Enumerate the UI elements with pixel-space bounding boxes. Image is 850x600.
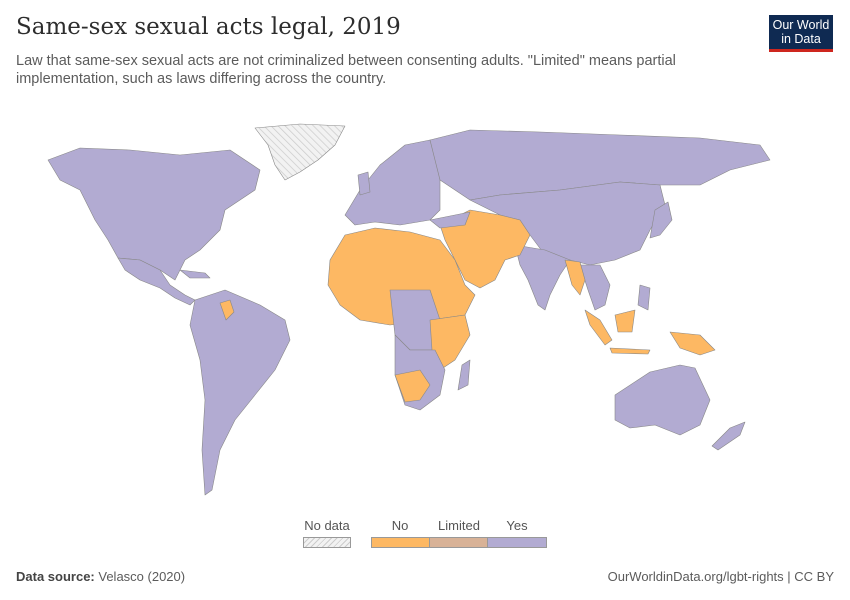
owid-logo[interactable]: Our World in Data	[769, 15, 833, 52]
world-map[interactable]	[0, 110, 850, 510]
region-png[interactable]	[669, 331, 716, 356]
legend-label-yes: Yes	[506, 518, 528, 533]
data-source: Data source: Velasco (2020)	[16, 569, 185, 584]
region-myanmar[interactable]	[564, 259, 586, 296]
source-label: Data source:	[16, 569, 95, 584]
legend-swatch-no-data[interactable]	[303, 537, 351, 548]
legend-label-limited: Limited	[438, 518, 480, 533]
region-uk[interactable]	[357, 171, 371, 196]
region-north-america[interactable]	[47, 147, 261, 281]
footer-url[interactable]: OurWorldinData.org/lgbt-rights | CC BY	[607, 569, 834, 584]
region-europe[interactable]	[344, 139, 441, 226]
region-philippines[interactable]	[637, 284, 651, 311]
subtitle: Law that same-sex sexual acts are not cr…	[16, 53, 676, 87]
region-guyana[interactable]	[219, 299, 235, 321]
source-text[interactable]: Velasco (2020)	[98, 569, 186, 584]
legend-label-no-data: No data	[304, 518, 350, 533]
region-greenland[interactable]	[254, 123, 346, 181]
region-turkey[interactable]	[429, 211, 471, 229]
legend-swatch-limited[interactable]	[429, 537, 488, 548]
region-central-america[interactable]	[117, 257, 196, 306]
legend-swatch-no[interactable]	[371, 537, 430, 548]
region-africa-north[interactable]	[327, 227, 476, 326]
region-indonesia[interactable]	[584, 309, 651, 355]
region-south-america[interactable]	[189, 289, 291, 496]
legend-swatch-yes[interactable]	[487, 537, 547, 548]
region-africa-southern-no[interactable]	[394, 369, 431, 403]
region-australia[interactable]	[614, 364, 711, 436]
region-india[interactable]	[514, 244, 571, 311]
region-caribbean[interactable]	[179, 269, 211, 279]
region-new-zealand[interactable]	[711, 421, 746, 451]
region-madagascar[interactable]	[457, 359, 471, 391]
legend-label-no: No	[391, 518, 409, 533]
region-southeast-asia[interactable]	[579, 264, 611, 311]
region-japan[interactable]	[649, 201, 673, 239]
page-title: Same-sex sexual acts legal, 2019	[16, 14, 401, 40]
